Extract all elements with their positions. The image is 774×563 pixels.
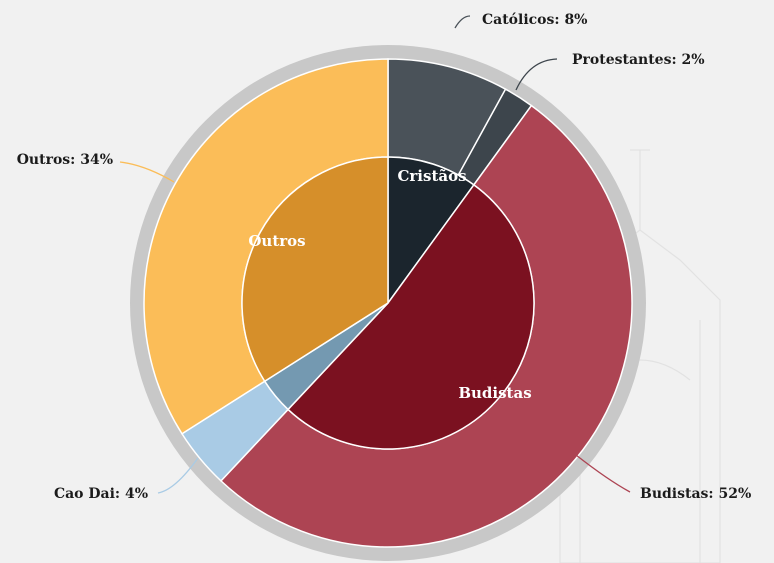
leader-line-cao-dai [157,457,199,494]
outer-label-cao-dai: Cao Dai: 4% [54,486,148,502]
inner-label-outros: Outros [248,232,305,250]
leader-line-protestantes [515,58,558,91]
outer-label-outros: Outros: 34% [17,152,113,168]
leader-line-outros [119,161,175,183]
inner-slice-cristaos [387,156,475,306]
inner-label-cristaos: Cristãos [397,167,466,185]
outer-label-protestantes: Protestantes: 2% [572,52,705,68]
outer-label-budistas: Budistas: 52% [640,486,751,502]
leader-line-catolicos [454,15,471,29]
inner-slice-budistas [286,183,535,450]
inner-label-budistas: Budistas [458,384,531,402]
leader-line-budistas [575,454,631,493]
outer-label-catolicos: Católicos: 8% [482,12,588,28]
inner-slice-outros [241,156,389,383]
